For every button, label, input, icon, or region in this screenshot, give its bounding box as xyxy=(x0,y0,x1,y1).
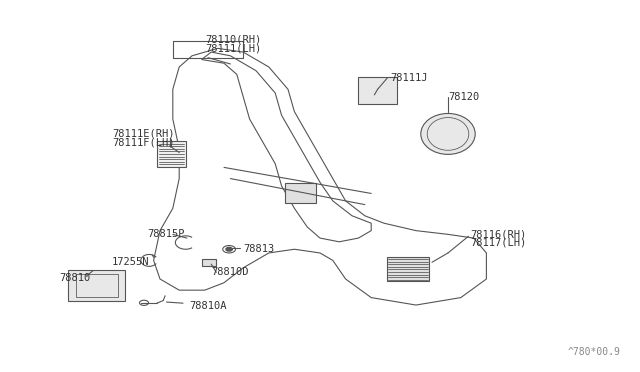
FancyBboxPatch shape xyxy=(358,77,397,104)
FancyBboxPatch shape xyxy=(68,270,125,301)
Text: 78810D: 78810D xyxy=(211,267,249,277)
Text: 78813: 78813 xyxy=(243,244,275,254)
Text: 78810: 78810 xyxy=(59,273,90,283)
FancyBboxPatch shape xyxy=(387,257,429,281)
Text: 78810A: 78810A xyxy=(189,301,227,311)
Text: 78815P: 78815P xyxy=(147,230,185,239)
FancyBboxPatch shape xyxy=(285,183,316,203)
Text: 78111F(LH): 78111F(LH) xyxy=(112,137,175,147)
Ellipse shape xyxy=(421,113,475,154)
Text: 78116(RH): 78116(RH) xyxy=(470,230,527,239)
Circle shape xyxy=(226,247,232,251)
Text: 78110(RH): 78110(RH) xyxy=(205,34,262,44)
Text: ^780*00.9: ^780*00.9 xyxy=(568,347,621,357)
Text: 78120: 78120 xyxy=(448,92,479,102)
Text: 78111(LH): 78111(LH) xyxy=(205,44,262,53)
Text: 78111E(RH): 78111E(RH) xyxy=(112,129,175,139)
Text: 78117(LH): 78117(LH) xyxy=(470,238,527,247)
Text: 78111J: 78111J xyxy=(390,73,428,83)
FancyBboxPatch shape xyxy=(202,259,216,266)
FancyBboxPatch shape xyxy=(157,141,186,167)
Text: 17255N: 17255N xyxy=(112,257,150,267)
